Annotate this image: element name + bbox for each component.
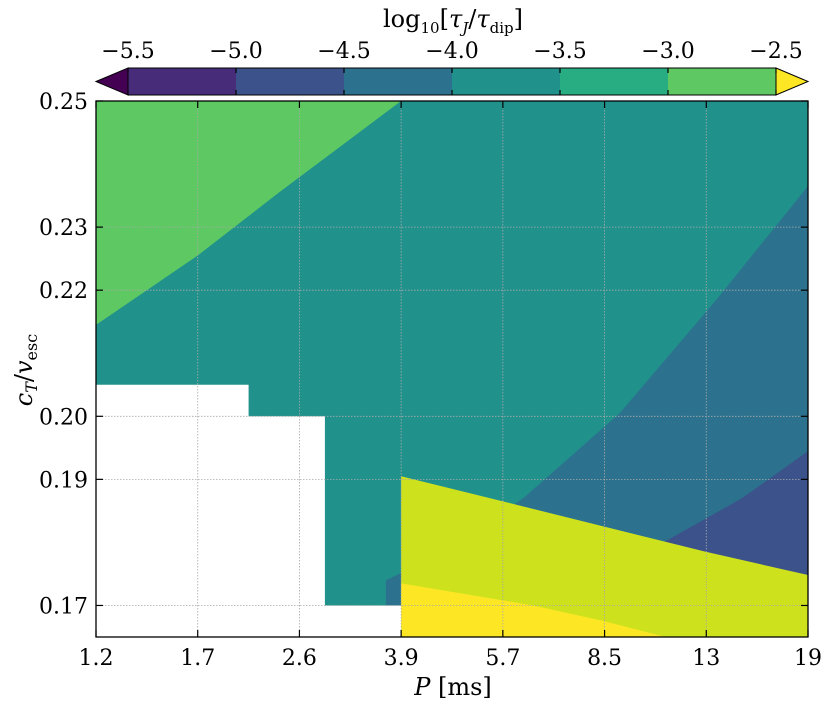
contour-band--6.5 — [808, 101, 831, 637]
colorbar-band — [452, 68, 561, 95]
x-tick-label: 3.9 — [384, 646, 419, 671]
colorbar-tick-label: −5.0 — [209, 39, 262, 64]
contour-band--5.5 — [808, 101, 831, 637]
x-tick-label: 2.6 — [282, 646, 317, 671]
colorbar-extend-high — [775, 67, 810, 96]
y-tick-label: 0.20 — [39, 405, 88, 430]
y-tick-label: 0.22 — [39, 279, 88, 304]
colorbar-band — [560, 68, 669, 95]
colorbar-band — [128, 68, 237, 95]
y-axis-title: cT/vesc — [10, 334, 41, 406]
colorbar-extend-low — [94, 67, 129, 96]
grid — [96, 101, 808, 637]
contour-fills — [96, 101, 831, 637]
contour-band--4 — [385, 101, 808, 637]
y-tick-label: 0.23 — [39, 216, 88, 241]
colorbar-tick-label: −2.5 — [749, 39, 802, 64]
x-tick-label: 13 — [692, 646, 720, 671]
colorbar-tick-label: −3.0 — [641, 39, 694, 64]
colorbar-band — [344, 68, 453, 95]
y-tick-label: 0.25 — [39, 90, 88, 115]
colorbar: −5.5 −5.0 −4.5 −4.0 −3.5 −3.0 −2.5 — [94, 39, 810, 96]
colorbar-band — [668, 68, 777, 95]
x-tick-label: 1.7 — [180, 646, 215, 671]
colorbar-band — [236, 68, 345, 95]
contour-band--6 — [808, 101, 831, 637]
contour-band--4.5 — [553, 101, 808, 637]
y-tick-label: 0.17 — [39, 594, 88, 619]
plot-frame — [95, 100, 809, 638]
contour-band-bright — [401, 583, 666, 637]
x-tick-label: 8.5 — [587, 646, 622, 671]
x-tick-label: 5.7 — [485, 646, 520, 671]
x-tick-label: 19 — [794, 646, 822, 671]
x-tick-label: 1.2 — [79, 646, 114, 671]
colorbar-tick-label: −4.0 — [425, 39, 478, 64]
masked-region — [96, 384, 402, 637]
colorbar-tick-label: −3.5 — [533, 39, 586, 64]
plot-area: 1.2 1.7 2.6 3.9 5.7 8.5 13 19 0.17 0.19 0.20 0.22 0.… — [39, 90, 831, 671]
y-tick-label: 0.19 — [39, 468, 88, 493]
contour-band--5 — [808, 101, 831, 637]
x-axis-title: P [ms] — [413, 673, 492, 701]
colorbar-tick-label: −5.5 — [101, 39, 154, 64]
colorbar-title: log10[τJ/τdip] — [383, 5, 523, 37]
colorbar-tick-label: −4.5 — [317, 39, 370, 64]
